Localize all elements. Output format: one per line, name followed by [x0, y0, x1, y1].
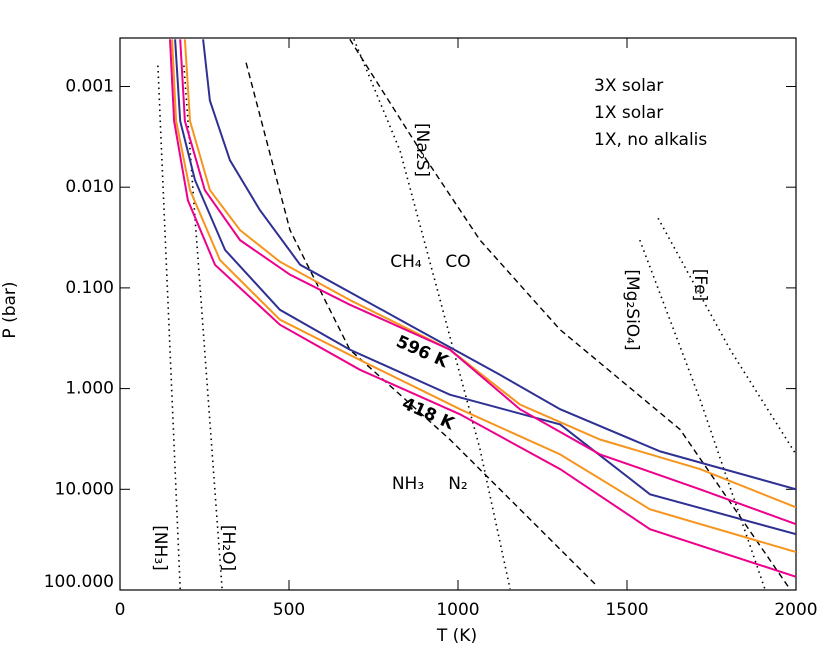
- condensation-curve: [639, 239, 766, 590]
- profile-line: [169, 39, 796, 578]
- condensation-label: [Na₂S]: [412, 123, 432, 177]
- legend-entry: 1X solar: [594, 103, 663, 123]
- condensation-label: [H₂O]: [218, 525, 238, 571]
- boundary-label: NH₃: [392, 474, 424, 494]
- x-axis-label: T (K): [436, 626, 477, 646]
- legend-entry: 1X, no alkalis: [594, 130, 707, 150]
- condensation-label: [NH₃]: [150, 525, 170, 571]
- boundary-label: CO: [445, 252, 470, 272]
- condensation-curve: [157, 65, 181, 590]
- profile-line: [171, 39, 796, 554]
- y-axis-label: P (bar): [0, 281, 20, 338]
- y-tick-label: 0.010: [65, 177, 114, 197]
- y-tick-label: 0.001: [65, 76, 114, 96]
- profile-line: [179, 39, 796, 526]
- y-tick-label: 100.000: [44, 572, 114, 592]
- y-tick-label: 0.100: [65, 278, 114, 298]
- legend-entry: 3X solar: [594, 76, 663, 96]
- profile-line: [174, 39, 796, 536]
- x-tick-label: 500: [273, 600, 305, 620]
- condensation-curve: [183, 65, 223, 590]
- chemical-boundary: [349, 38, 791, 590]
- x-tick-label: 1000: [436, 600, 479, 620]
- profile-line: [183, 39, 796, 509]
- condensation-curve: [353, 38, 511, 590]
- x-tick-label: 0: [115, 600, 126, 620]
- boundary-label: CH₄: [390, 252, 422, 272]
- chemical-boundary: [245, 62, 596, 585]
- condensation-label: [Mg₂SiO₄]: [622, 269, 642, 350]
- x-tick-label: 1500: [605, 600, 648, 620]
- profile-line: [202, 39, 796, 491]
- condensation-curve: [657, 217, 796, 455]
- boundary-label: N₂: [448, 474, 468, 494]
- y-tick-label: 10.000: [55, 479, 114, 499]
- x-tick-label: 2000: [774, 600, 817, 620]
- y-tick-label: 1.000: [65, 379, 114, 399]
- condensation-label: [Fe]: [690, 269, 710, 302]
